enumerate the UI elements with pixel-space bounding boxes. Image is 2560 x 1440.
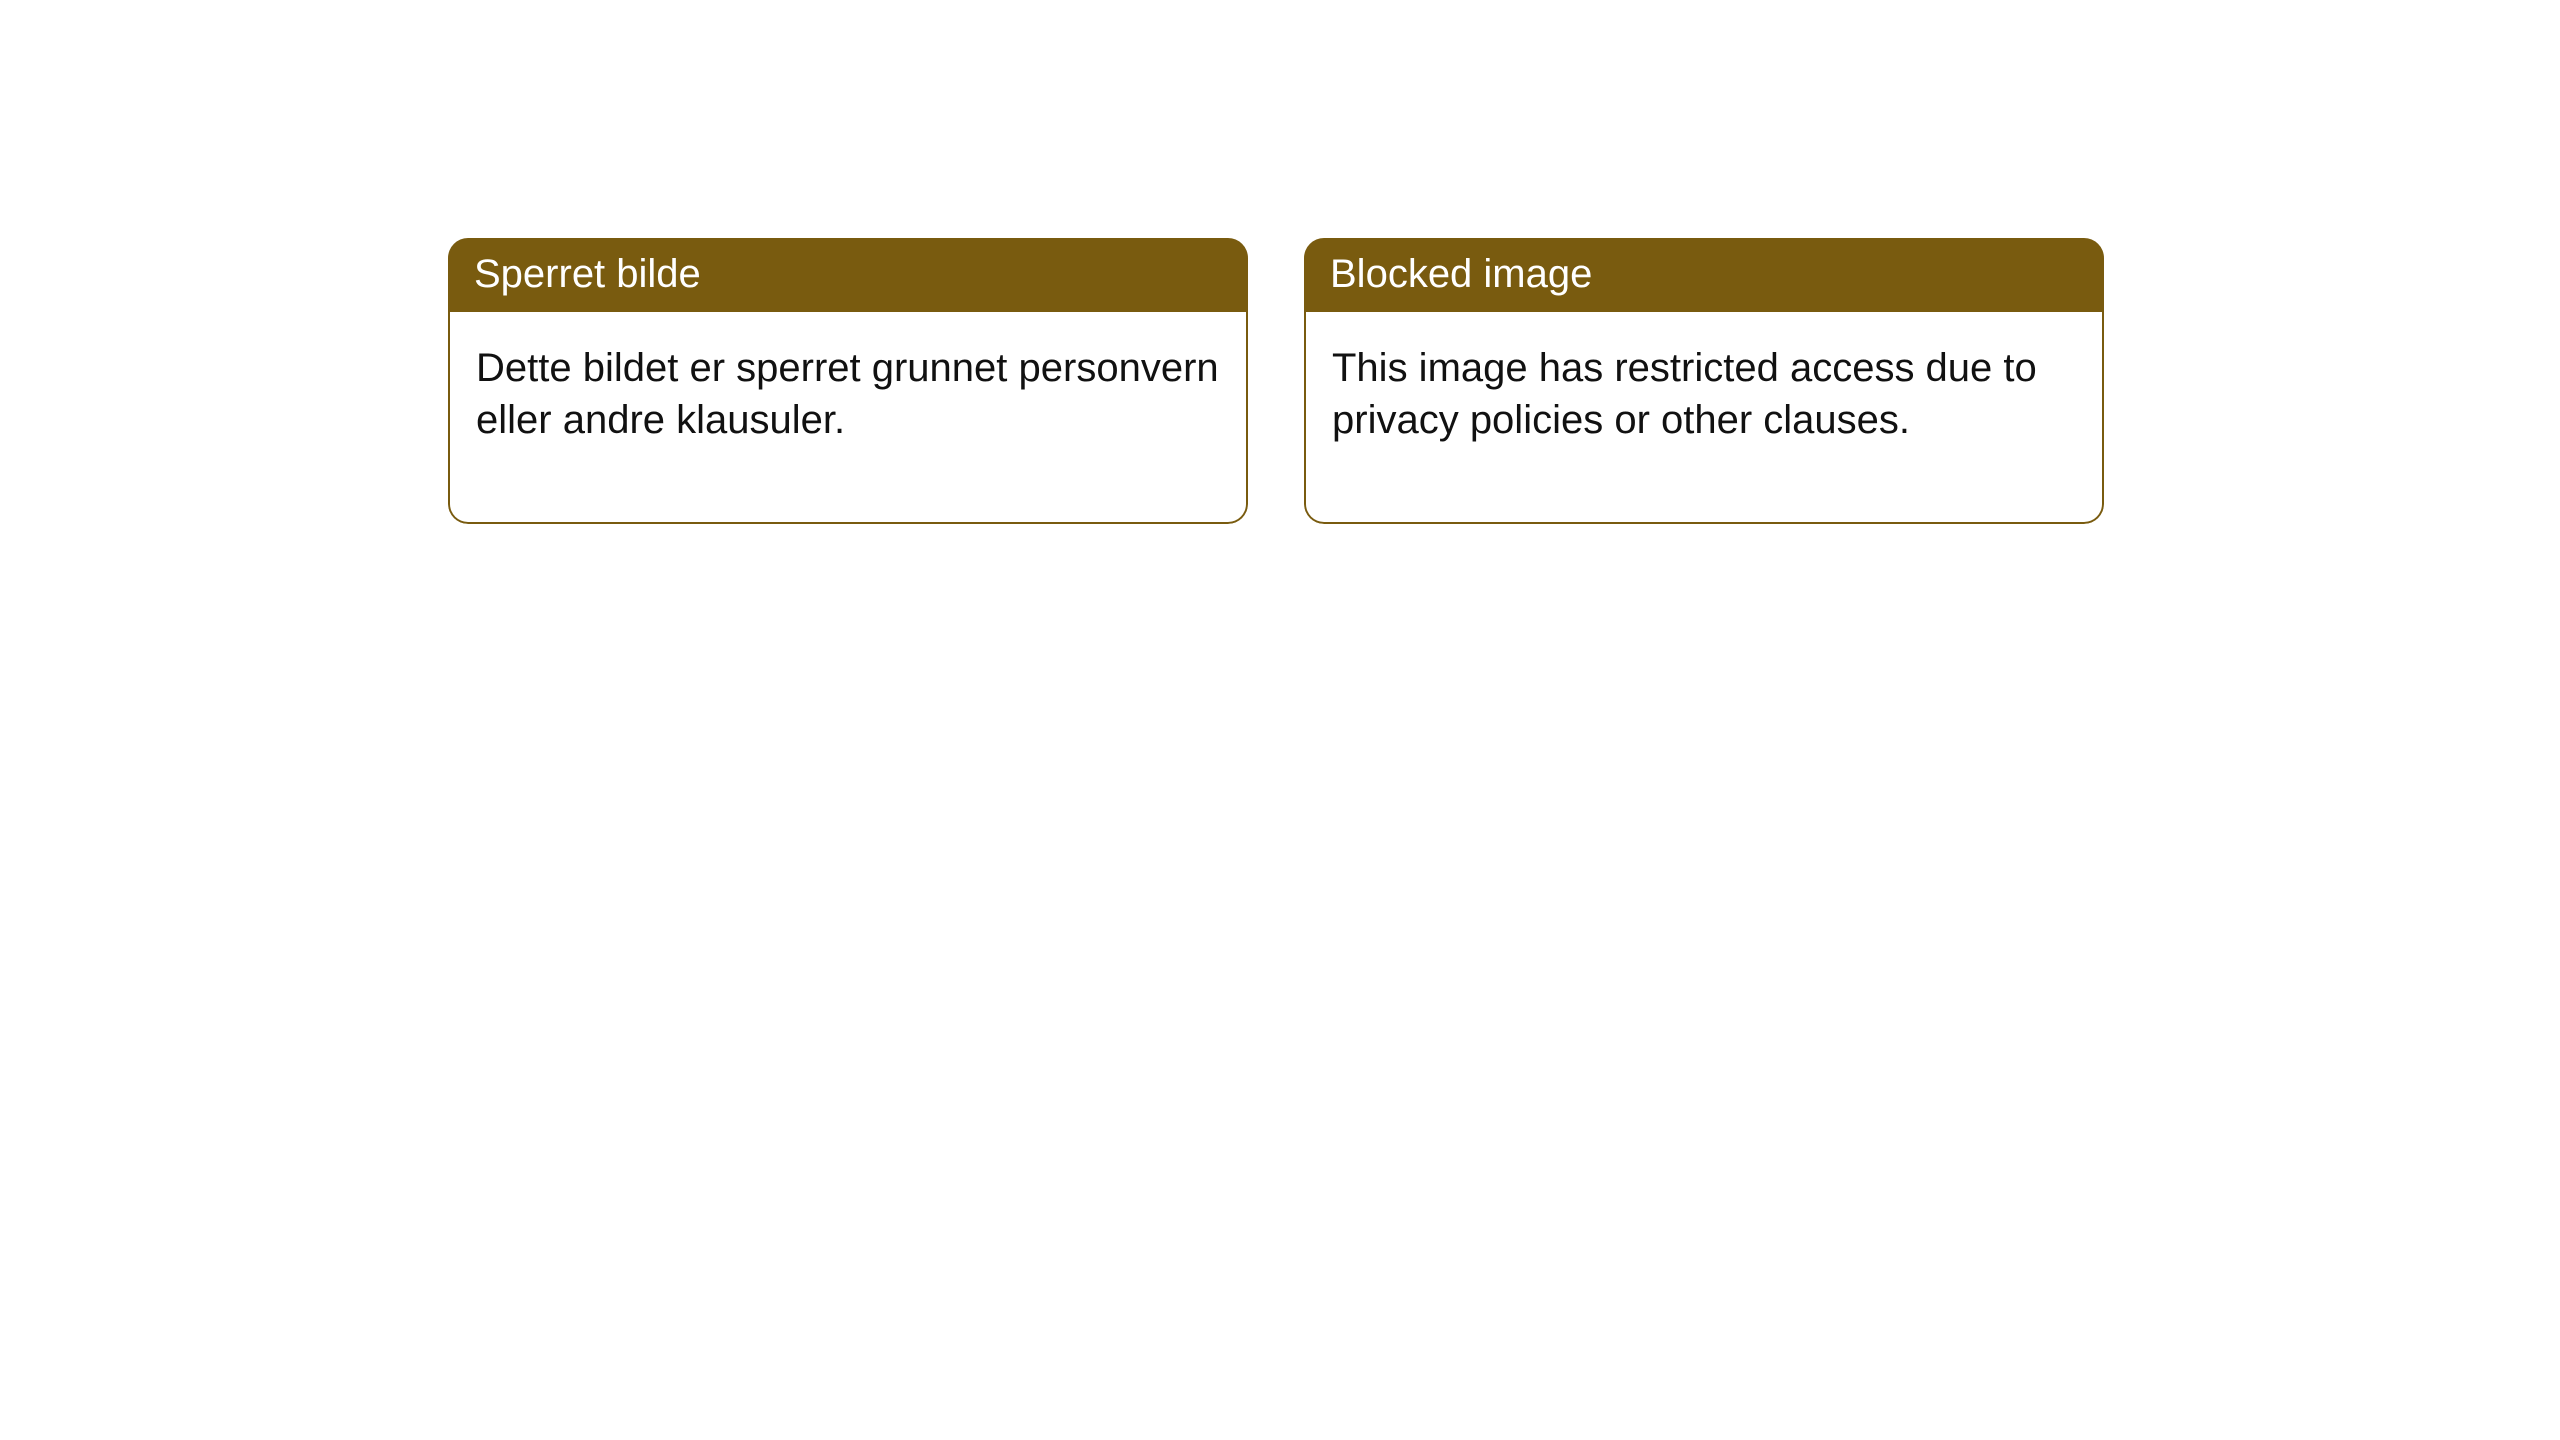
notice-card-body-en: This image has restricted access due to …	[1304, 312, 2104, 524]
notice-card-no: Sperret bilde Dette bildet er sperret gr…	[448, 238, 1248, 524]
notice-card-title-en: Blocked image	[1304, 238, 2104, 312]
notice-card-en: Blocked image This image has restricted …	[1304, 238, 2104, 524]
notice-cards-container: Sperret bilde Dette bildet er sperret gr…	[0, 0, 2560, 524]
notice-card-body-no: Dette bildet er sperret grunnet personve…	[448, 312, 1248, 524]
notice-card-title-no: Sperret bilde	[448, 238, 1248, 312]
